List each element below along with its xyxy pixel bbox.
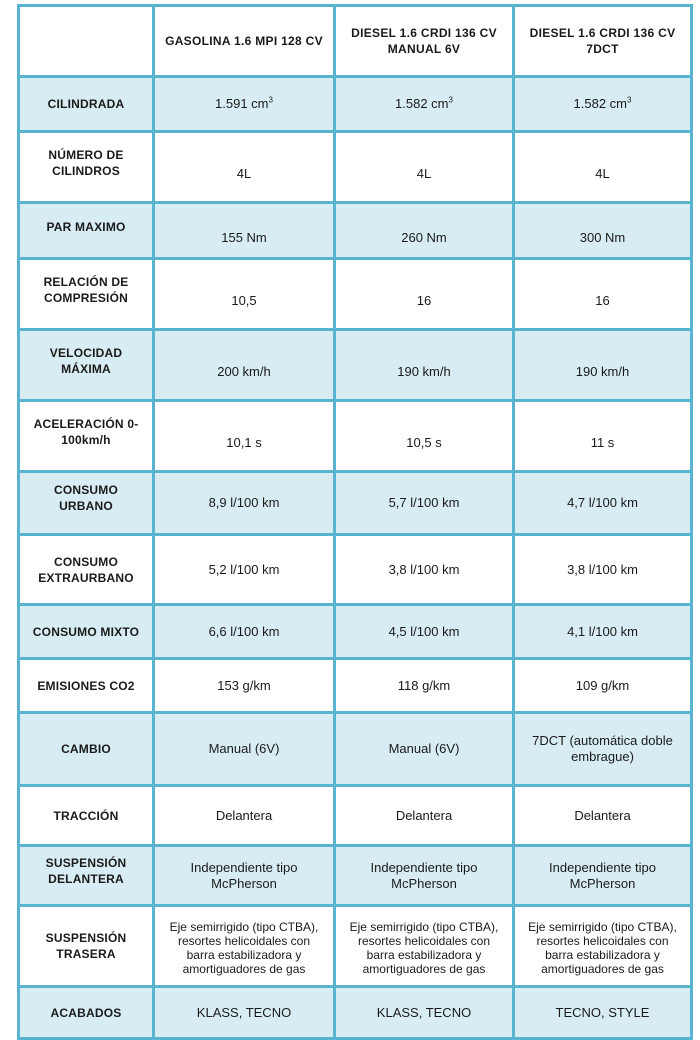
table-row: VELOCIDAD MÁXIMA 200 km/h 190 km/h 190 k… bbox=[17, 328, 693, 402]
table-row: CONSUMO URBANO 8,9 l/100 km 5,7 l/100 km… bbox=[17, 470, 693, 536]
table-cell: 10,5 bbox=[152, 257, 336, 331]
table-cell: 1.582 cm3 bbox=[512, 75, 693, 133]
row-label: CAMBIO bbox=[17, 711, 155, 787]
table-cell: 8,9 l/100 km bbox=[152, 470, 336, 536]
table-row: ACELERACIÓN 0-100km/h 10,1 s 10,5 s 11 s bbox=[17, 399, 693, 473]
table-cell: Eje semirrigido (tipo CTBA), resortes he… bbox=[152, 904, 336, 988]
table-cell: 1.582 cm3 bbox=[333, 75, 515, 133]
header-row: GASOLINA 1.6 MPI 128 CV DIESEL 1.6 CRDI … bbox=[17, 4, 693, 78]
table-cell: Delantera bbox=[152, 784, 336, 847]
table-cell: Manual (6V) bbox=[152, 711, 336, 787]
table-cell: Independiente tipo McPherson bbox=[512, 844, 693, 907]
table-cell: 190 km/h bbox=[333, 328, 515, 402]
table-cell: 11 s bbox=[512, 399, 693, 473]
table-cell: 4,5 l/100 km bbox=[333, 603, 515, 660]
header-diesel-7dct: DIESEL 1.6 CRDI 136 CV 7DCT bbox=[512, 4, 693, 78]
table-cell: Eje semirrigido (tipo CTBA), resortes he… bbox=[512, 904, 693, 988]
table-cell: Manual (6V) bbox=[333, 711, 515, 787]
table-cell: 155 Nm bbox=[152, 201, 336, 260]
spec-table: GASOLINA 1.6 MPI 128 CV DIESEL 1.6 CRDI … bbox=[17, 4, 693, 1040]
table-cell: 16 bbox=[333, 257, 515, 331]
row-label: SUSPENSIÓN TRASERA bbox=[17, 904, 155, 988]
table-cell: 4,7 l/100 km bbox=[512, 470, 693, 536]
row-label: VELOCIDAD MÁXIMA bbox=[17, 328, 155, 402]
header-diesel-manual: DIESEL 1.6 CRDI 136 CV MANUAL 6V bbox=[333, 4, 515, 78]
table-cell: Independiente tipo McPherson bbox=[152, 844, 336, 907]
row-label: CONSUMO EXTRAURBANO bbox=[17, 533, 155, 606]
row-label: NÚMERO DE CILINDROS bbox=[17, 130, 155, 204]
table-cell: 190 km/h bbox=[512, 328, 693, 402]
table-cell: Independiente tipo McPherson bbox=[333, 844, 515, 907]
table-cell: 10,5 s bbox=[333, 399, 515, 473]
table-cell: 3,8 l/100 km bbox=[512, 533, 693, 606]
table-row: SUSPENSIÓN TRASERA Eje semirrigido (tipo… bbox=[17, 904, 693, 988]
row-label: ACELERACIÓN 0-100km/h bbox=[17, 399, 155, 473]
table-cell: 5,7 l/100 km bbox=[333, 470, 515, 536]
table-cell: 10,1 s bbox=[152, 399, 336, 473]
row-label: CONSUMO URBANO bbox=[17, 470, 155, 536]
table-row: CONSUMO MIXTO 6,6 l/100 km 4,5 l/100 km … bbox=[17, 603, 693, 660]
table-row: CONSUMO EXTRAURBANO 5,2 l/100 km 3,8 l/1… bbox=[17, 533, 693, 606]
table-cell: 260 Nm bbox=[333, 201, 515, 260]
table-cell: 4L bbox=[333, 130, 515, 204]
table-cell: 4L bbox=[512, 130, 693, 204]
table-cell: 5,2 l/100 km bbox=[152, 533, 336, 606]
row-label: PAR MAXIMO bbox=[17, 201, 155, 260]
table-row: TRACCIÓN Delantera Delantera Delantera bbox=[17, 784, 693, 847]
table-row: CAMBIO Manual (6V) Manual (6V) 7DCT (aut… bbox=[17, 711, 693, 787]
table-row: EMISIONES CO2 153 g/km 118 g/km 109 g/km bbox=[17, 657, 693, 714]
table-cell: Delantera bbox=[333, 784, 515, 847]
table-cell: 4L bbox=[152, 130, 336, 204]
table-cell: 109 g/km bbox=[512, 657, 693, 714]
table-cell: 3,8 l/100 km bbox=[333, 533, 515, 606]
table-row: RELACIÓN DE COMPRESIÓN 10,5 16 16 bbox=[17, 257, 693, 331]
table-cell: 118 g/km bbox=[333, 657, 515, 714]
table-cell: 1.591 cm3 bbox=[152, 75, 336, 133]
table-cell: 153 g/km bbox=[152, 657, 336, 714]
table-row: SUSPENSIÓN DELANTERA Independiente tipo … bbox=[17, 844, 693, 907]
table-cell: KLASS, TECNO bbox=[152, 985, 336, 1040]
header-empty-cell bbox=[17, 4, 155, 78]
table-cell: KLASS, TECNO bbox=[333, 985, 515, 1040]
row-label: CILINDRADA bbox=[17, 75, 155, 133]
table-cell: Delantera bbox=[512, 784, 693, 847]
header-gasolina: GASOLINA 1.6 MPI 128 CV bbox=[152, 4, 336, 78]
table-cell: 16 bbox=[512, 257, 693, 331]
table-row: NÚMERO DE CILINDROS 4L 4L 4L bbox=[17, 130, 693, 204]
row-label: CONSUMO MIXTO bbox=[17, 603, 155, 660]
row-label: ACABADOS bbox=[17, 985, 155, 1040]
table-cell: 6,6 l/100 km bbox=[152, 603, 336, 660]
table-cell: 200 km/h bbox=[152, 328, 336, 402]
table-row: CILINDRADA 1.591 cm3 1.582 cm3 1.582 cm3 bbox=[17, 75, 693, 133]
table-cell: 7DCT (automática doble embrague) bbox=[512, 711, 693, 787]
table-cell: 300 Nm bbox=[512, 201, 693, 260]
table-row: PAR MAXIMO 155 Nm 260 Nm 300 Nm bbox=[17, 201, 693, 260]
table-row: ACABADOS KLASS, TECNO KLASS, TECNO TECNO… bbox=[17, 985, 693, 1040]
table-cell: 4,1 l/100 km bbox=[512, 603, 693, 660]
table-cell: Eje semirrigido (tipo CTBA), resortes he… bbox=[333, 904, 515, 988]
table-cell: TECNO, STYLE bbox=[512, 985, 693, 1040]
row-label: SUSPENSIÓN DELANTERA bbox=[17, 844, 155, 907]
row-label: EMISIONES CO2 bbox=[17, 657, 155, 714]
row-label: TRACCIÓN bbox=[17, 784, 155, 847]
row-label: RELACIÓN DE COMPRESIÓN bbox=[17, 257, 155, 331]
